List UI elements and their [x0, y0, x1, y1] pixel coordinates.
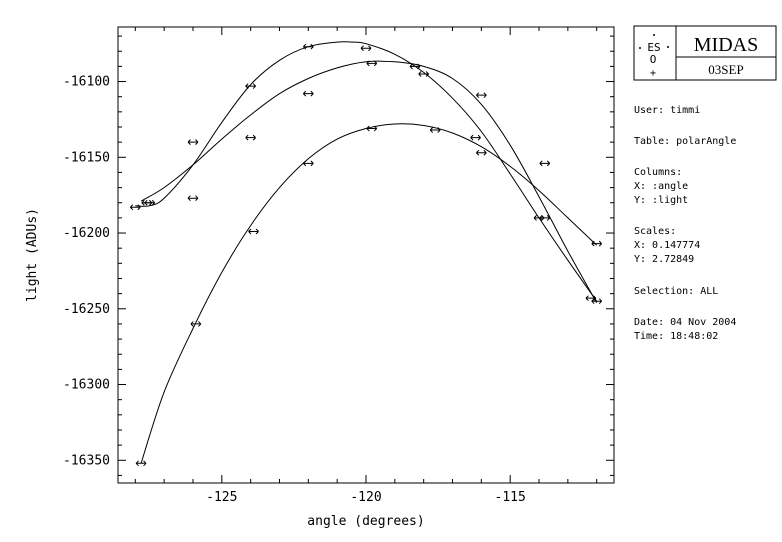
fit-curve	[140, 123, 598, 464]
info-scales-label: Scales:	[634, 226, 676, 237]
info-time: Time: 18:48:02	[634, 331, 718, 342]
y-tick-label: -16300	[63, 378, 110, 393]
info-columns-label: Columns:	[634, 167, 682, 178]
y-tick-label: -16250	[63, 302, 110, 317]
data-point	[409, 63, 421, 70]
info-date: Date: 04 Nov 2004	[634, 317, 736, 328]
data-point	[129, 204, 141, 211]
info-selection: Selection: ALL	[634, 286, 718, 297]
data-point	[366, 125, 378, 132]
data-point	[187, 195, 199, 202]
eso-emblem-icon: ES O +	[639, 34, 669, 79]
data-point	[475, 149, 487, 156]
data-point	[366, 60, 378, 67]
info-table: Table: polarAngle	[634, 136, 736, 147]
data-point	[141, 199, 153, 206]
y-tick-label: -16100	[63, 75, 110, 90]
data-point	[245, 83, 257, 89]
info-x-scale: X: 0.147774	[634, 240, 700, 251]
emblem-text: ES	[647, 41, 660, 54]
x-axis-label: angle (degrees)	[307, 514, 424, 529]
y-axis-label: light (ADUs)	[25, 208, 40, 302]
y-tick-label: -16150	[63, 150, 110, 165]
emblem-sub: O	[650, 53, 657, 66]
info-x-column: X: :angle	[634, 181, 688, 192]
plot-frame	[117, 26, 615, 484]
data-point	[539, 215, 551, 221]
fit-curve	[135, 41, 598, 302]
x-tick-label: -115	[495, 490, 526, 505]
data-point	[248, 228, 259, 235]
data-point	[187, 139, 199, 145]
data-point	[360, 45, 372, 52]
y-tick-label: -16200	[63, 226, 110, 241]
data-point	[302, 43, 314, 50]
data-point	[302, 90, 314, 97]
data-point	[302, 160, 314, 167]
y-tick-label: -16350	[63, 453, 110, 468]
data-point	[475, 92, 487, 99]
data-point	[591, 298, 603, 305]
info-user: User: timmi	[634, 105, 700, 116]
data-point	[418, 71, 430, 77]
midas-logo: ES O + MIDAS 03SEP	[633, 25, 777, 81]
x-tick-label: -125	[206, 490, 237, 505]
data-point	[190, 321, 202, 327]
data-point	[470, 134, 481, 141]
fit-curves	[135, 41, 598, 464]
data-point	[135, 460, 147, 467]
data-point	[533, 215, 545, 221]
axis-ticks: -125 -120 -115 -16100 -16150 -16200 -16250 -163…	[63, 27, 614, 505]
data-points	[129, 43, 603, 467]
info-y-column: Y: :light	[634, 195, 688, 206]
info-panel: User: timmi Table: polarAngle Columns: X…	[634, 105, 736, 342]
info-y-scale: Y: 2.72849	[634, 254, 694, 265]
data-point	[539, 160, 551, 167]
data-point	[591, 240, 603, 247]
data-point	[245, 134, 257, 141]
data-point	[429, 127, 441, 133]
svg-text:+: +	[650, 68, 656, 79]
x-tick-label: -120	[350, 490, 381, 505]
logo-version: 03SEP	[708, 62, 743, 77]
logo-product: MIDAS	[694, 34, 758, 56]
fit-curve	[140, 60, 598, 303]
logo-frame	[633, 25, 777, 81]
data-point	[585, 295, 597, 302]
